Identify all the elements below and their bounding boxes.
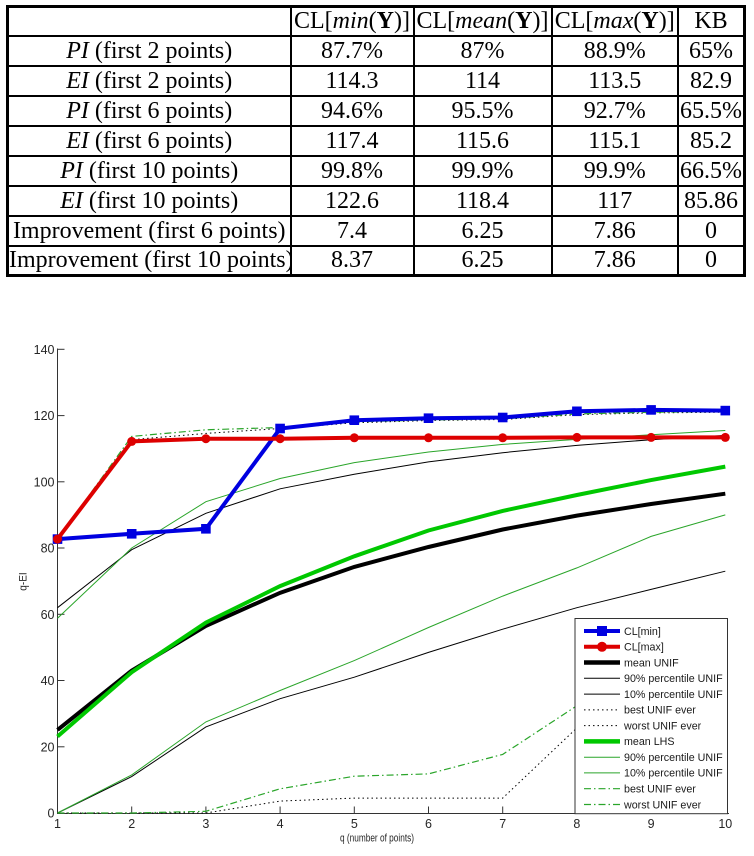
- svg-text:1: 1: [54, 817, 61, 831]
- svg-text:140: 140: [34, 343, 55, 357]
- svg-text:80: 80: [41, 542, 55, 556]
- svg-text:CL[max]: CL[max]: [624, 642, 664, 654]
- svg-text:q (number of points): q (number of points): [340, 833, 414, 845]
- svg-text:60: 60: [41, 608, 55, 622]
- svg-text:q-EI: q-EI: [18, 572, 30, 591]
- svg-text:8: 8: [573, 817, 580, 831]
- svg-text:40: 40: [41, 674, 55, 688]
- svg-text:mean UNIF: mean UNIF: [624, 657, 679, 669]
- svg-text:0: 0: [48, 807, 55, 821]
- svg-text:10: 10: [718, 817, 732, 831]
- svg-text:5: 5: [351, 817, 358, 831]
- svg-text:120: 120: [34, 409, 55, 423]
- svg-text:20: 20: [41, 740, 55, 754]
- svg-text:6: 6: [425, 817, 432, 831]
- svg-text:worst UNIF ever: worst UNIF ever: [623, 799, 702, 811]
- svg-text:worst UNIF ever: worst UNIF ever: [623, 720, 702, 732]
- svg-text:best UNIF ever: best UNIF ever: [624, 705, 696, 717]
- svg-text:10% percentile UNIF: 10% percentile UNIF: [624, 689, 723, 701]
- svg-text:100: 100: [34, 475, 55, 489]
- svg-text:90% percentile UNIF: 90% percentile UNIF: [624, 673, 723, 685]
- svg-text:2: 2: [128, 817, 135, 831]
- svg-text:90% percentile UNIF: 90% percentile UNIF: [624, 752, 723, 764]
- svg-text:best UNIF ever: best UNIF ever: [624, 784, 696, 796]
- svg-text:4: 4: [277, 817, 284, 831]
- svg-text:10% percentile UNIF: 10% percentile UNIF: [624, 768, 723, 780]
- svg-text:9: 9: [648, 817, 655, 831]
- svg-text:7: 7: [499, 817, 506, 831]
- svg-text:mean LHS: mean LHS: [624, 736, 675, 748]
- svg-text:3: 3: [202, 817, 209, 831]
- svg-text:CL[min]: CL[min]: [624, 626, 661, 638]
